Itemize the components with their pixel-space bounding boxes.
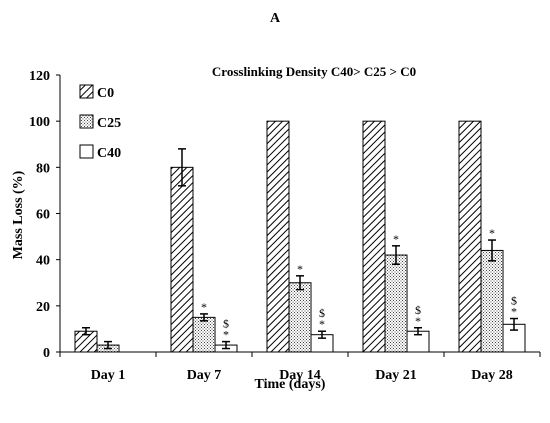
legend-swatch xyxy=(79,84,94,99)
x-tick-label: Day 28 xyxy=(471,368,513,383)
legend-label: C25 xyxy=(97,116,121,131)
panel-label: A xyxy=(270,11,281,26)
significance-star: * xyxy=(201,300,207,314)
legend-swatch xyxy=(79,144,94,159)
legend: C0 C25 C40 xyxy=(79,84,121,161)
bar xyxy=(384,254,408,353)
significance-star: * xyxy=(415,314,421,328)
y-tick-label: 40 xyxy=(36,254,50,269)
significance-dollar: $ xyxy=(415,303,421,317)
legend-swatch xyxy=(79,114,94,129)
significance-star: * xyxy=(319,317,325,331)
y-tick-label: 0 xyxy=(43,346,50,361)
y-tick-label: 120 xyxy=(29,69,50,84)
bar xyxy=(458,120,482,353)
y-tick-label: 60 xyxy=(36,208,50,223)
significance-dollar: $ xyxy=(319,306,325,320)
x-tick-label: Day 14 xyxy=(279,368,321,383)
bar xyxy=(362,120,386,353)
bar xyxy=(170,166,194,353)
chart-title: Crosslinking Density C40> C25 > C0 xyxy=(212,64,416,79)
significance-dollar: $ xyxy=(223,317,229,331)
y-tick-label: 20 xyxy=(36,300,50,315)
y-axis-label: Mass Loss (%) xyxy=(11,170,26,259)
bar xyxy=(480,249,504,353)
significance-star: * xyxy=(297,262,303,276)
bar xyxy=(288,282,312,353)
x-tick-label: Day 1 xyxy=(91,368,126,383)
bar xyxy=(192,316,216,353)
bars: *** **$ *$*$ *$ xyxy=(74,120,526,353)
legend-label: C0 xyxy=(97,86,114,101)
significance-star: * xyxy=(393,232,399,246)
significance-star: * xyxy=(489,226,495,240)
significance-star: * xyxy=(223,328,229,342)
axes: 0 20 40 60 80 100 120 Day 1 Day 7 Day 14 Day 21 Day… xyxy=(29,69,541,383)
legend-label: C40 xyxy=(97,146,121,161)
y-tick-label: 100 xyxy=(29,115,50,130)
significance-dollar: $ xyxy=(511,294,517,308)
bar xyxy=(266,120,290,353)
x-tick-label: Day 7 xyxy=(187,368,222,383)
x-tick-label: Day 21 xyxy=(375,368,417,383)
x-axis-label: Time (days) xyxy=(255,377,326,392)
significance-star: * xyxy=(511,305,517,319)
y-tick-label: 80 xyxy=(36,161,50,176)
